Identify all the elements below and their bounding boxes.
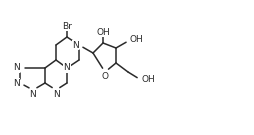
Text: Br: Br — [62, 22, 72, 31]
Text: N: N — [64, 63, 70, 72]
Text: N: N — [53, 90, 59, 99]
Text: N: N — [30, 90, 36, 99]
Text: OH: OH — [141, 75, 155, 85]
Text: N: N — [13, 78, 20, 87]
Text: OH: OH — [130, 36, 144, 45]
Text: N: N — [13, 63, 20, 72]
Text: O: O — [102, 72, 108, 81]
Text: OH: OH — [96, 28, 110, 37]
Text: N: N — [72, 40, 79, 50]
